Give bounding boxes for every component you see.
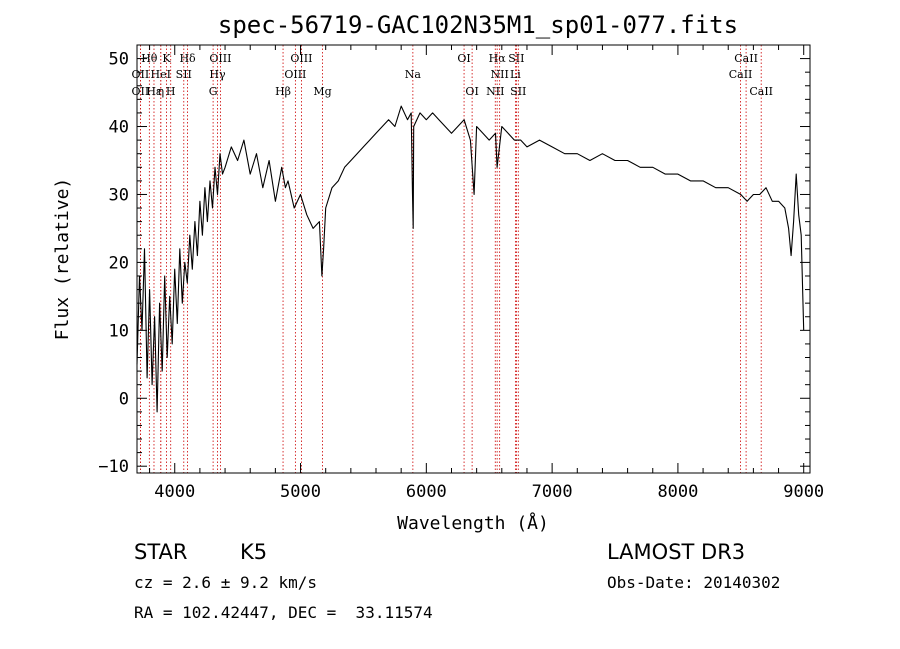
x-axis-label: Wavelength (Å) [397, 512, 549, 534]
y-tick-label: 0 [119, 389, 129, 409]
spectral-line-label: Hδ [179, 52, 196, 65]
spectral-line-label: CaII [729, 68, 753, 81]
object-class: STAR [134, 540, 188, 564]
y-tick-label: −10 [98, 457, 129, 477]
spectrum-series [136, 105, 805, 413]
spectral-line-label: Li [510, 68, 521, 81]
spectral-line-label: OIII [290, 52, 312, 65]
spectral-line-label: NII [486, 85, 504, 98]
x-tick-label: 8000 [657, 482, 698, 502]
spectral-line-label: OIII [284, 68, 306, 81]
spectral-line-label: SII [176, 68, 192, 81]
spectral-line-label: OII [132, 85, 150, 98]
spectral-line-label: Hγ [209, 68, 226, 81]
x-tick-label: 4000 [154, 482, 195, 502]
redshift-velocity: cz = 2.6 ± 9.2 km/s [134, 573, 318, 592]
object-subclass: K5 [240, 540, 268, 564]
x-tick-label: 5000 [280, 482, 321, 502]
observation-date: Obs-Date: 20140302 [607, 573, 781, 592]
y-tick-label: 10 [109, 321, 129, 341]
x-tick-label: 6000 [406, 482, 447, 502]
spectral-line-label: H [166, 85, 176, 98]
spectral-line-label: OI [465, 85, 478, 98]
spectrum-chart: spec-56719-GAC102N35M1_sp01-077.fits Hθ K… [52, 11, 824, 534]
x-tick-label: 7000 [532, 482, 573, 502]
plot-frame [136, 44, 811, 474]
y-axis-label: Flux (relative) [52, 178, 73, 341]
spectral-line-label: Hθ [141, 52, 158, 65]
y-tick-label: 30 [109, 185, 129, 205]
spectral-line-label: CaII [734, 52, 758, 65]
y-tick-label: 40 [109, 118, 129, 138]
spectral-line-label: Na [405, 68, 422, 81]
y-tick-label: 20 [109, 253, 129, 273]
spectral-line-label: SII [508, 52, 524, 65]
spectral-line-label: Hε [146, 85, 162, 98]
y-tick-label: 50 [109, 50, 129, 70]
survey-name: LAMOST DR3 [607, 540, 746, 564]
spectral-line-label: Hα [489, 52, 507, 65]
spectral-line-label: Mg [313, 85, 331, 98]
spectral-line-label: OI [457, 52, 470, 65]
chart-title: spec-56719-GAC102N35M1_sp01-077.fits [218, 11, 738, 39]
spectral-line-label: OIII [209, 52, 231, 65]
x-tick-label: 9000 [783, 482, 824, 502]
axis-ticks: 4000 5000 6000 7000 8000 9000 −10 0 10 20 30 40 50 [98, 45, 824, 502]
spectral-line-label: Hβ [275, 85, 291, 98]
spectrum-line [136, 105, 805, 413]
spectral-line-label: η [157, 85, 164, 98]
spectral-line-label: SII [510, 85, 526, 98]
spectral-line-label: K [162, 52, 171, 65]
sky-coordinates: RA = 102.42447, DEC = 33.11574 [134, 603, 433, 622]
spectral-line-label: NII [491, 68, 509, 81]
spectral-line-label: G [209, 85, 218, 98]
spectral-line-label: CaII [749, 85, 773, 98]
